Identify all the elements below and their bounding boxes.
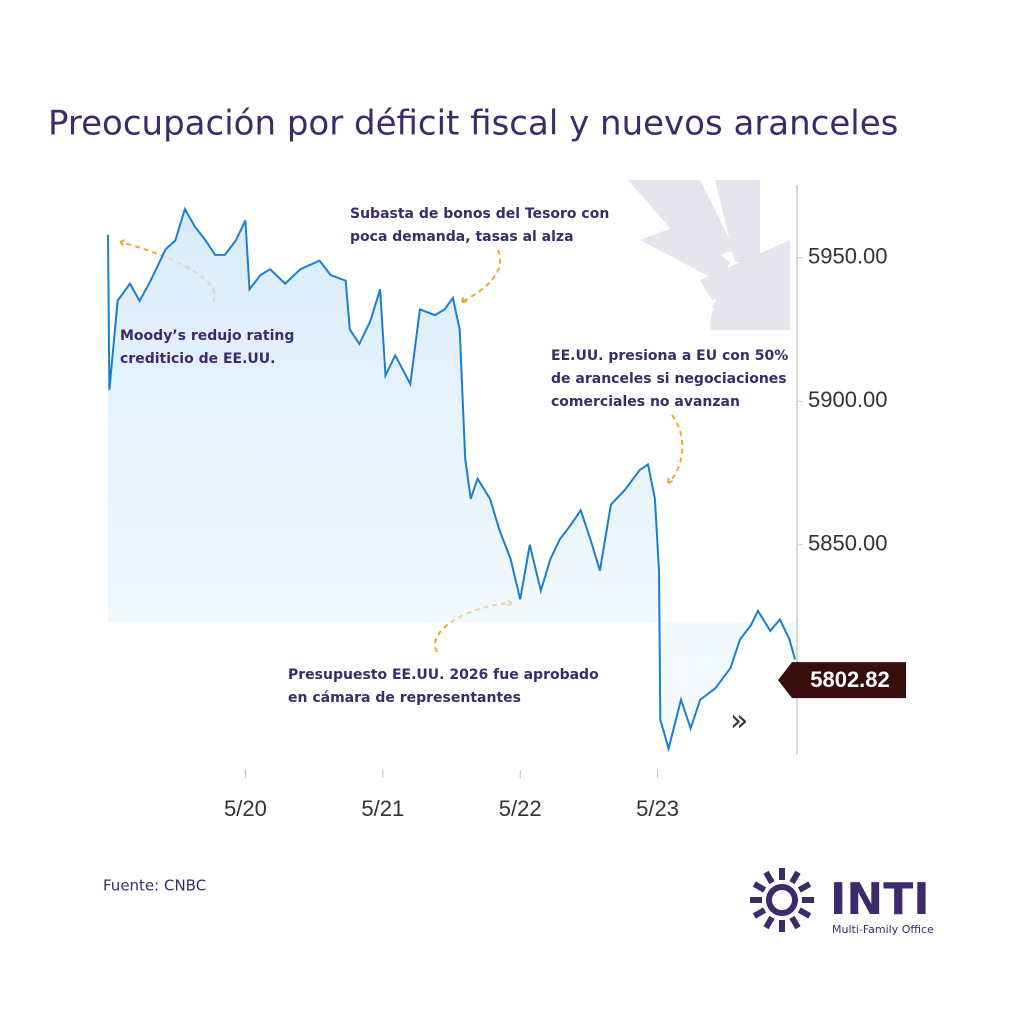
last-value-badge bbox=[778, 662, 906, 699]
x-tick-label: 5/21 bbox=[361, 796, 404, 821]
logo-ray bbox=[763, 870, 775, 885]
annotation: de aranceles si negociaciones bbox=[551, 371, 787, 387]
annotation: Presupuesto EE.UU. 2026 fue aprobado bbox=[288, 667, 599, 683]
annotation: EE.UU. presiona a EU con 50% bbox=[551, 348, 788, 364]
logo-icon bbox=[750, 868, 814, 932]
logo-ray bbox=[752, 907, 767, 919]
line bbox=[107, 206, 796, 753]
y-tick-label: 5950.00 bbox=[808, 244, 888, 269]
x-tick-label: 5/23 bbox=[636, 796, 679, 821]
logo-ray bbox=[763, 915, 775, 930]
logo-name: INTI bbox=[830, 874, 930, 925]
chevron-icon: » bbox=[730, 704, 748, 739]
source: Fuente: CNBC bbox=[103, 877, 206, 895]
y-tick-label: 5850.00 bbox=[808, 531, 888, 556]
logo-tagline: Multi-Family Office bbox=[832, 923, 934, 936]
logo-ray bbox=[752, 881, 767, 893]
logo-ray bbox=[789, 870, 801, 885]
last-value-label: 5802.82 bbox=[810, 667, 890, 692]
x-tick-label: 5/22 bbox=[499, 796, 542, 821]
logo-ray bbox=[797, 907, 812, 919]
logo-ray bbox=[789, 915, 801, 930]
x-tick-label: 5/20 bbox=[224, 796, 267, 821]
area bbox=[108, 209, 795, 749]
sun-decoration bbox=[628, 180, 790, 330]
title: Preocupación por déficit fiscal y nuevos… bbox=[48, 104, 898, 144]
y-tick-label: 5900.00 bbox=[808, 387, 888, 412]
annotation: poca demanda, tasas al alza bbox=[350, 229, 574, 245]
annotation: crediticio de EE.UU. bbox=[120, 351, 276, 367]
annotation: Moody’s redujo rating bbox=[120, 328, 294, 344]
annotation: Subasta de bonos del Tesoro con bbox=[350, 206, 609, 222]
logo-ray bbox=[797, 881, 812, 893]
annotation: comerciales no avanzan bbox=[551, 394, 740, 410]
annotation: en cámara de representantes bbox=[288, 690, 521, 706]
